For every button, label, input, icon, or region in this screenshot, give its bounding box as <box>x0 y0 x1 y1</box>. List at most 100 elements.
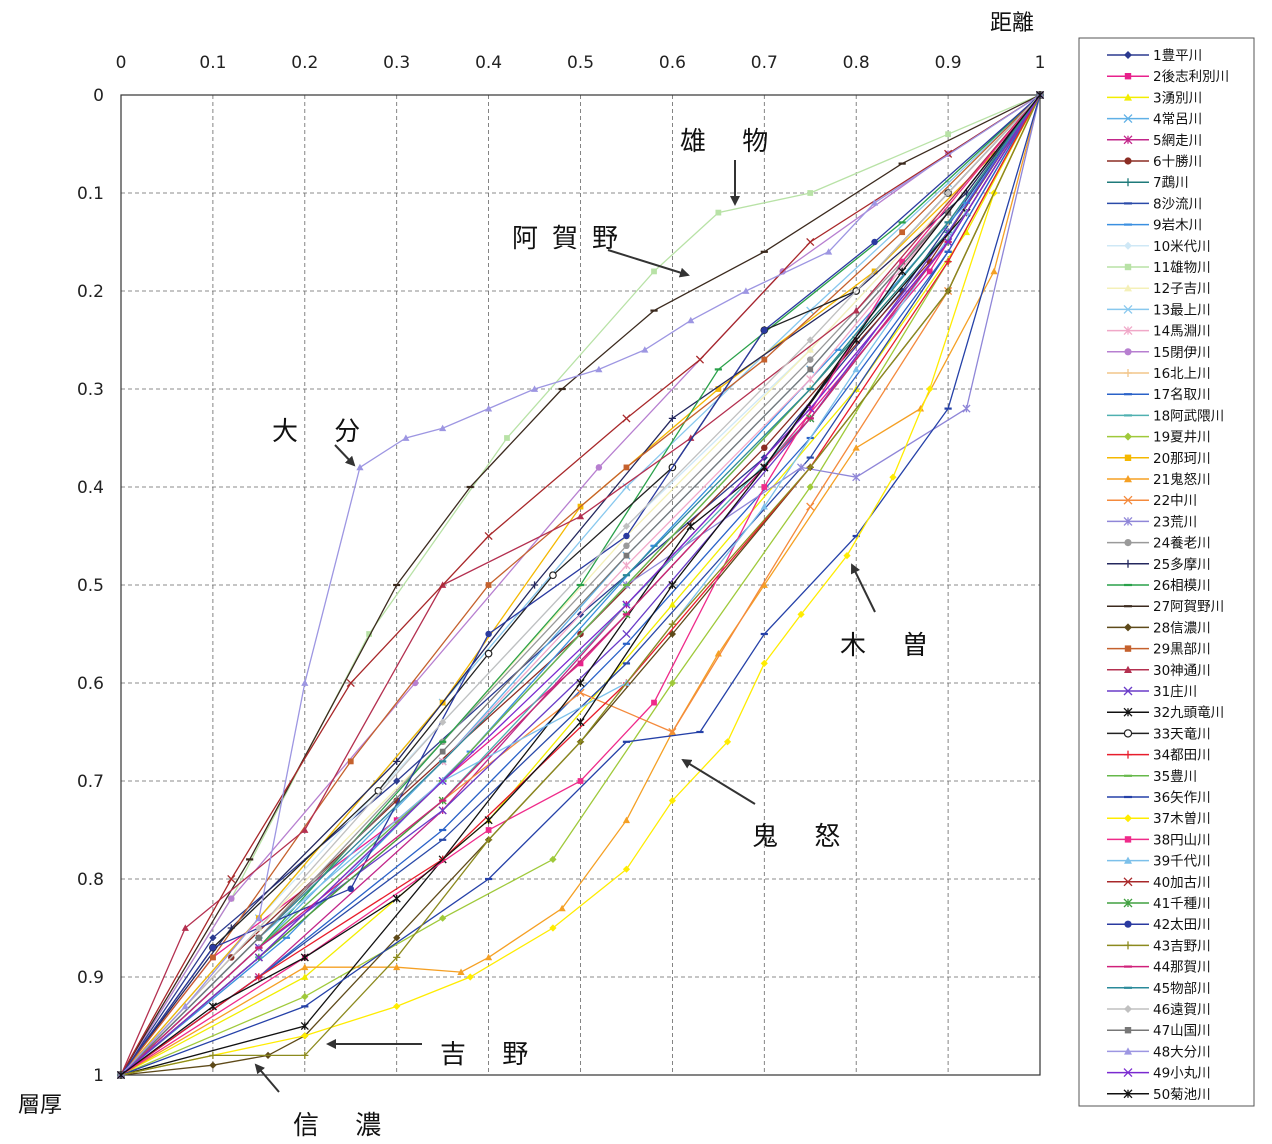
data-point <box>255 973 263 981</box>
data-point <box>301 1032 309 1040</box>
data-point <box>1124 284 1132 292</box>
data-point <box>1124 941 1132 950</box>
legend-label: 3湧別川 <box>1153 90 1202 106</box>
data-point <box>300 953 309 962</box>
annotation-arrow <box>254 1063 280 1093</box>
data-point <box>530 581 539 589</box>
legend-item: 44那賀川 <box>1107 960 1211 976</box>
data-point <box>549 571 557 580</box>
data-point <box>806 502 815 511</box>
data-point <box>944 287 952 295</box>
data-point <box>1123 516 1133 526</box>
legend-item: 49小丸川 <box>1107 1066 1211 1082</box>
data-point <box>806 336 814 344</box>
data-point <box>916 405 925 412</box>
data-point <box>549 855 557 863</box>
legend-label: 34都田川 <box>1153 748 1211 764</box>
data-point <box>760 503 768 510</box>
data-point <box>760 659 768 667</box>
data-point <box>485 827 492 833</box>
data-point <box>1124 836 1132 843</box>
data-point <box>622 816 631 824</box>
legend-item: 36矢作川 <box>1107 790 1211 806</box>
data-point <box>347 758 354 765</box>
data-point <box>209 944 217 951</box>
legend-item: 12子吉川 <box>1107 281 1211 297</box>
data-point <box>393 953 401 961</box>
data-point <box>641 346 649 353</box>
data-point <box>623 532 630 540</box>
data-point <box>944 189 952 197</box>
data-point <box>228 895 235 902</box>
legend-label: 25多摩川 <box>1153 556 1211 573</box>
data-point <box>806 346 814 353</box>
data-point <box>577 660 584 667</box>
x-axis-title: 距離 <box>990 11 1034 36</box>
data-point <box>1124 539 1132 547</box>
data-point <box>208 1002 217 1011</box>
data-point <box>668 580 677 590</box>
data-point <box>1123 304 1133 314</box>
legend-label: 4常呂川 <box>1153 112 1202 128</box>
y-tick-label: 0.4 <box>77 478 104 498</box>
annotation-arrow <box>681 758 756 805</box>
legend-item: 48大分川 <box>1107 1044 1211 1060</box>
legend-item: 41千種川 <box>1107 896 1211 912</box>
data-point <box>1123 1068 1133 1078</box>
data-point <box>760 581 768 588</box>
legend-label: 24養老川 <box>1153 535 1211 552</box>
legend-label: 18阿武隈川 <box>1153 408 1224 424</box>
legend-label: 16北上川 <box>1153 366 1211 382</box>
data-point <box>623 542 630 550</box>
legend-item: 22中川 <box>1107 493 1197 509</box>
y-tick-label: 1 <box>93 1066 104 1086</box>
data-point <box>301 826 309 833</box>
legend-label: 45物部川 <box>1153 981 1211 997</box>
legend-item: 28信濃川 <box>1107 620 1211 636</box>
legend-item: 9岩木川 <box>1107 218 1202 234</box>
data-point <box>686 522 695 531</box>
data-point <box>651 699 657 706</box>
data-point <box>899 258 906 265</box>
legend-item: 42太田川 <box>1107 917 1211 933</box>
legend-item: 25多摩川 <box>1107 556 1211 573</box>
data-point <box>438 776 447 786</box>
data-point <box>715 386 722 392</box>
legend-item: 34都田川 <box>1107 748 1211 764</box>
legend-item: 6十勝川 <box>1107 154 1202 170</box>
legend-item: 30神通川 <box>1107 663 1211 679</box>
y-tick-label: 0.7 <box>77 772 104 792</box>
legend: 1豊平川 2後志利別川 3湧別川 4常呂川 5網走川 6十勝川 7鵡川 8沙流川 9岩木川 10米… <box>1078 37 1255 1107</box>
data-point <box>944 258 952 266</box>
legend-item: 50菊池川 <box>1107 1087 1211 1103</box>
legend-label: 39千代川 <box>1153 854 1211 870</box>
legend-item: 11雄物川 <box>1107 260 1211 276</box>
data-point <box>870 199 879 206</box>
x-tick-label: 1 <box>1035 53 1046 73</box>
y-tick-label: 0.6 <box>77 674 104 694</box>
legend-item: 4常呂川 <box>1107 112 1202 128</box>
data-point <box>485 405 493 412</box>
legend-item: 37木曽川 <box>1107 811 1211 827</box>
y-tick-label: 0.1 <box>77 184 104 204</box>
data-point <box>181 1002 189 1010</box>
legend-item: 15閉伊川 <box>1107 345 1211 361</box>
data-point <box>687 316 695 324</box>
data-point <box>668 630 676 638</box>
data-point <box>723 738 732 746</box>
data-point <box>485 836 493 844</box>
data-point <box>255 934 262 941</box>
data-point <box>622 865 631 873</box>
data-point <box>484 816 493 825</box>
legend-item: 18阿武隈川 <box>1107 408 1224 424</box>
legend-item: 1豊平川 <box>1107 48 1202 64</box>
data-point <box>484 649 493 658</box>
data-point <box>1124 559 1132 568</box>
data-point <box>558 904 566 912</box>
legend-label: 20那珂川 <box>1153 451 1211 467</box>
data-point <box>504 435 510 441</box>
series-line <box>120 94 1041 1076</box>
data-point <box>797 610 805 618</box>
x-tick-label: 0.3 <box>383 53 410 73</box>
